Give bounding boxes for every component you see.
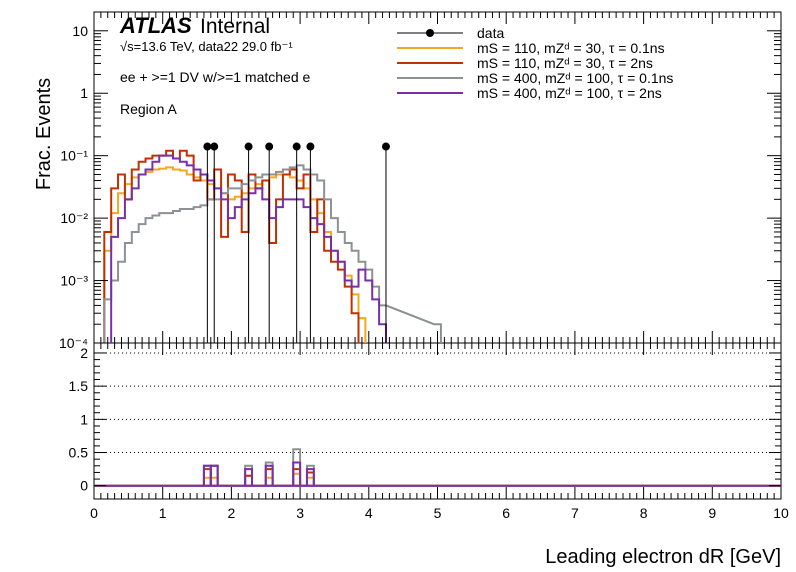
data-point [203, 142, 212, 151]
ratio-bar [292, 448, 302, 486]
y-tick-label: 1 [80, 411, 88, 427]
ratio-bar [209, 464, 219, 486]
region-label: Region A [120, 101, 177, 117]
y-tick-label: 0 [80, 478, 88, 494]
legend: data mS = 110, mZᵈ = 30, τ = 0.1ns mS = … [397, 25, 673, 101]
ratio-bar [244, 474, 254, 486]
y-tick-label: 2 [80, 345, 88, 361]
ticks-group: 0 1 2 3 4 5 6 7 8 9 10 10 1 10⁻¹ 10⁻² 10⁻³ 10⁻⁴ 0 0.5 1 1.5 2 [59, 11, 789, 521]
y-tick-label: 0.5 [69, 445, 89, 461]
x-tick-label: 5 [434, 505, 442, 521]
x-tick-label: 10 [773, 505, 789, 521]
upper-series-group [103, 149, 442, 343]
data-point [244, 142, 253, 151]
ratio-bar [209, 464, 219, 486]
y-tick-label: 1 [80, 85, 88, 101]
energy-lumi-label: √s=13.6 TeV, data22 29.0 fb⁻¹ [120, 39, 293, 54]
ratio-bar [202, 476, 212, 486]
lower-series-group [94, 448, 781, 487]
data-point [306, 142, 315, 151]
series-3-hist [103, 164, 442, 343]
internal-label: Internal [200, 15, 270, 38]
data-points-group [203, 142, 390, 343]
legend-entry-series-3: mS = 400, mZᵈ = 100, τ = 0.1ns [477, 70, 673, 86]
ratio-bar [209, 476, 219, 486]
atlas-label: ATLAS [119, 13, 192, 38]
series-2-hist [103, 149, 360, 343]
ratio-bar [292, 461, 302, 486]
ratio-bar [305, 471, 315, 486]
legend-entry-data: data [477, 25, 504, 41]
x-tick-label: 7 [571, 505, 579, 521]
y-tick-label: 10⁻³ [60, 273, 88, 289]
legend-entry-series-2: mS = 110, mZᵈ = 30, τ = 2ns [477, 55, 653, 71]
ratio-bar [244, 474, 254, 486]
y-tick-label: 10⁻⁴ [59, 335, 88, 351]
x-tick-label: 2 [228, 505, 236, 521]
ratio-bar [244, 468, 254, 486]
x-tick-label: 1 [159, 505, 167, 521]
lower-frame [93, 342, 782, 500]
ratio-bar [305, 468, 315, 486]
legend-entry-series-4: mS = 400, mZᵈ = 100, τ = 2ns [477, 85, 662, 101]
series-1-hist [103, 166, 367, 343]
x-tick-label: 3 [296, 505, 304, 521]
selection-label: ee + >=1 DV w/>=1 matched e [120, 69, 311, 85]
y-tick-label: 1.5 [69, 378, 89, 394]
ratio-bar [209, 464, 219, 486]
x-tick-label: 8 [640, 505, 648, 521]
y-tick-label: 10⁻² [60, 210, 88, 226]
x-tick-label: 9 [708, 505, 716, 521]
x-tick-label: 6 [502, 505, 510, 521]
data-point [265, 142, 274, 151]
x-tick-label: 0 [90, 505, 98, 521]
legend-entry-series-1: mS = 110, mZᵈ = 30, τ = 0.1ns [477, 40, 665, 56]
data-point [210, 142, 219, 151]
ratio-bar [264, 476, 274, 486]
data-point [292, 142, 301, 151]
ratio-bar [264, 464, 274, 486]
x-axis-label: Leading electron dR [GeV] [545, 546, 781, 568]
lower-grid-group [94, 352, 781, 454]
legend-data-marker [426, 29, 434, 37]
y-tick-label: 10 [72, 23, 88, 39]
x-tick-label: 4 [365, 505, 373, 521]
ratio-bar [292, 472, 302, 486]
ratio-bar [292, 468, 302, 486]
data-point [381, 142, 390, 151]
y-tick-label: 10⁻¹ [60, 148, 88, 164]
y-axis-label: Frac. Events [33, 78, 55, 190]
ratio-bar [305, 476, 315, 486]
